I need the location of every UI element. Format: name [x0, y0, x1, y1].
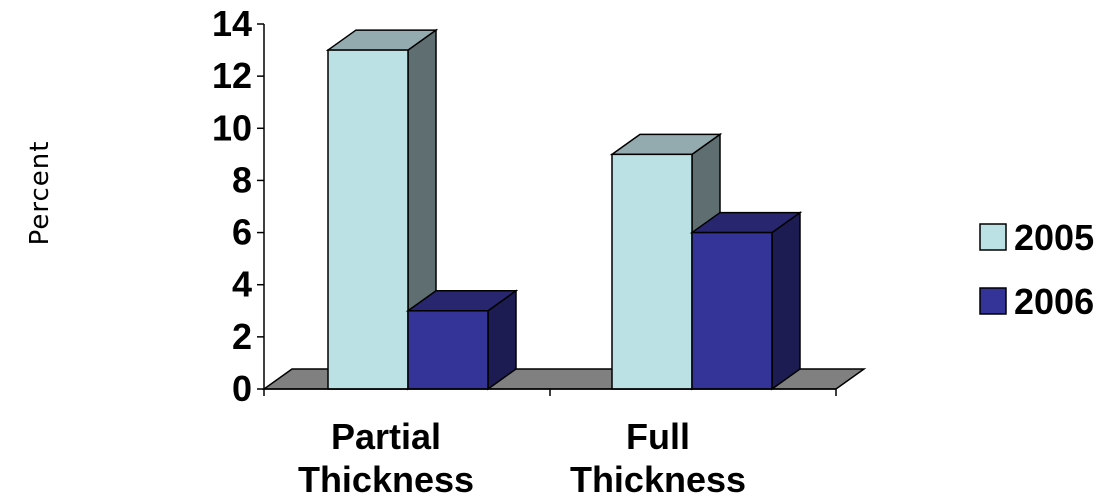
- bar-side: [771, 211, 801, 391]
- y-axis: 0 2 4 6 8 10 12 14: [212, 3, 265, 409]
- bar-front: [611, 153, 693, 390]
- y-tick-label: 10: [212, 107, 252, 148]
- category-labels: Partial Thickness Full Thickness: [298, 416, 746, 500]
- y-tick-label: 0: [232, 368, 252, 409]
- legend-item-2005: 2005: [979, 217, 1094, 258]
- y-axis-label: Percent: [25, 141, 55, 246]
- y-tick-label: 4: [232, 264, 252, 305]
- category-label-0: Partial Thickness: [298, 416, 474, 500]
- bar-front: [407, 310, 489, 390]
- x-axis: [263, 388, 837, 396]
- legend-swatch: [979, 223, 1007, 251]
- y-tick-label: 14: [212, 3, 252, 44]
- bar-2006-1: [689, 211, 803, 391]
- y-tick-label: 2: [232, 316, 252, 357]
- bar-2006-0: [405, 289, 519, 391]
- y-tick-label: 8: [232, 159, 252, 200]
- bars: [325, 28, 803, 391]
- bar-front: [691, 231, 773, 390]
- y-tick-label: 12: [212, 55, 252, 96]
- category-label-1: Full Thickness: [570, 416, 746, 500]
- legend-label: 2006: [1014, 281, 1094, 322]
- bar-front: [327, 49, 409, 390]
- legend-item-2006: 2006: [979, 281, 1094, 322]
- legend-swatch: [979, 287, 1007, 315]
- y-tick-label: 6: [232, 212, 252, 253]
- legend: 2005 2006: [979, 217, 1094, 322]
- legend-label: 2005: [1014, 217, 1094, 258]
